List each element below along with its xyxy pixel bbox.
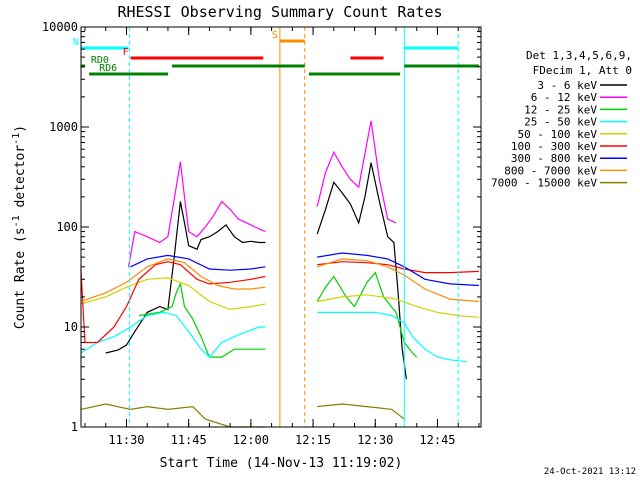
legend-label-100-300-kev: 100 - 300 keV [511, 140, 597, 153]
y-tick-label-4: 10000 [42, 20, 78, 34]
flag-label-n: N [73, 37, 79, 48]
series-line-50-100-kev-9 [317, 294, 479, 318]
flag-label-s: S [272, 30, 278, 41]
series-line-50-100-kev-8 [80, 277, 266, 311]
series-line-7000-15000-kev-16 [80, 403, 266, 428]
series-line-100-300-kev-10 [80, 261, 266, 344]
legend: Det 1,3,4,5,6,9, FDecim 1, Att 0 3 - 6 keV… [491, 49, 632, 190]
legend-label-50-100-kev: 50 - 100 keV [518, 128, 598, 141]
x-tick-label-2: 12:00 [233, 433, 269, 447]
x-tick-label-4: 12:30 [357, 433, 393, 447]
x-axis-label: Start Time (14-Nov-13 11:19:02) [160, 456, 403, 471]
series-line-7000-15000-kev-17 [317, 403, 405, 420]
legend-header-0: Det 1,3,4,5,6,9, [526, 49, 632, 62]
series-line-25-50-kev-7 [317, 311, 467, 363]
series-layer [80, 120, 479, 428]
legend-label-800-7000-kev: 800 - 7000 keV [504, 164, 597, 177]
y-tick-label-1: 10 [64, 320, 78, 334]
x-tick-label-0: 11:30 [108, 433, 144, 447]
y-axis-label-sup-1: -1 [11, 215, 22, 227]
x-tick-label-3: 12:15 [295, 433, 331, 447]
series-line-3-6-kev-0 [105, 201, 266, 354]
series-line-300-800-kev-13 [317, 252, 479, 287]
y-axis-label-main: Count Rate (s [13, 227, 28, 329]
series-line-800-7000-kev-14 [80, 258, 266, 303]
y-tick-label-0: 1 [71, 420, 78, 434]
series-line-25-50-kev-6 [80, 311, 266, 358]
legend-label-300-800-kev: 300 - 800 keV [511, 152, 597, 165]
flag-label-rd6: RD6 [99, 63, 117, 74]
y-tick-label-3: 1000 [49, 120, 78, 134]
timestamp: 24-Oct-2021 13:12 [544, 467, 636, 477]
legend-label-7000-15000-kev: 7000 - 15000 keV [491, 177, 597, 190]
legend-label-6-12-kev: 6 - 12 keV [531, 91, 598, 104]
series-line-12-25-kev-4 [138, 281, 266, 358]
legend-label-12-25-kev: 12 - 25 keV [524, 103, 597, 116]
series-line-300-800-kev-12 [130, 254, 266, 271]
series-line-12-25-kev-5 [316, 271, 418, 358]
chart-title: RHESSI Observing Summary Count Rates [117, 3, 442, 21]
series-line-800-7000-kev-15 [317, 258, 479, 303]
y-axis-label-sup-2: -1 [11, 133, 22, 145]
series-line-6-12-kev-3 [316, 120, 397, 224]
flag-label-rd0: RD0 [91, 55, 109, 66]
y-tick-label-2: 100 [56, 220, 78, 234]
series-line-6-12-kev-2 [127, 161, 266, 267]
legend-header-1: FDecim 1, Att 0 [533, 64, 632, 77]
y-axis-label-end: ) [13, 125, 28, 133]
y-axis-label: Count Rate (s-1 detector-1) [11, 125, 28, 329]
plot-frame [80, 26, 482, 428]
legend-label-25-50-kev: 25 - 50 keV [524, 116, 597, 129]
x-tick-label-5: 12:45 [419, 433, 455, 447]
y-axis-label-mid: detector [13, 145, 28, 216]
legend-label-3-6-kev: 3 - 6 keV [537, 79, 597, 92]
axis-layer: 1 10 100 1000 10000 11:30 11:45 12:00 12:15 12:30… [42, 20, 481, 447]
series-line-3-6-kev-1 [316, 162, 407, 380]
x-tick-label-1: 11:45 [171, 433, 207, 447]
vline-layer [129, 27, 459, 427]
series-line-100-300-kev-11 [317, 261, 479, 274]
flag-label-f: F [123, 47, 129, 58]
